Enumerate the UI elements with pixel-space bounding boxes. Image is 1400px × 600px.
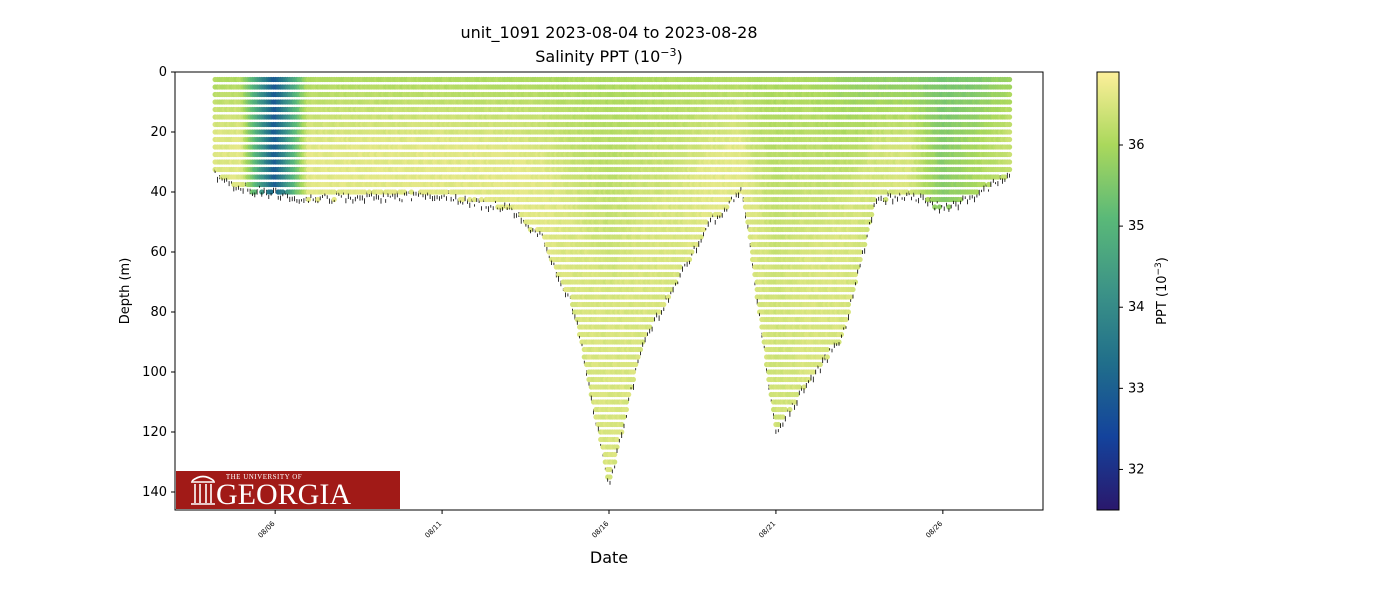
data-point [642, 331, 648, 338]
data-point [443, 189, 449, 195]
data-point [366, 189, 372, 195]
data-point [471, 196, 478, 203]
data-point [252, 189, 258, 195]
data-point [661, 294, 667, 300]
data-point [460, 196, 466, 203]
data-point [280, 189, 286, 195]
data-point [331, 189, 337, 195]
data-point [331, 196, 337, 203]
data-point [268, 189, 274, 195]
data-point [408, 189, 414, 195]
data-point [315, 196, 321, 203]
data-point [668, 286, 674, 293]
data-point [635, 354, 641, 360]
data-point [259, 189, 265, 195]
data-point [478, 196, 485, 203]
data-point [619, 421, 625, 428]
data-point [626, 391, 632, 398]
data-point [675, 271, 681, 278]
data-point [637, 346, 644, 353]
profile-cast [658, 76, 665, 315]
data-point [661, 301, 667, 308]
data-point [621, 414, 627, 420]
data-point [633, 361, 639, 368]
data-point [677, 264, 683, 270]
data-point [630, 376, 637, 383]
data-point [378, 189, 384, 195]
chart-subtitle: Salinity PPT (10−3) [535, 46, 683, 66]
plot-area [212, 76, 1013, 485]
data-point [607, 466, 613, 473]
data-point [362, 189, 368, 195]
data-point [623, 406, 630, 413]
profile-cast [570, 76, 576, 315]
data-point [614, 436, 620, 443]
data-point [607, 474, 613, 480]
chart-title: unit_1091 2023-08-04 to 2023-08-28 [460, 23, 757, 43]
data-point [630, 369, 637, 375]
data-point [656, 309, 662, 315]
data-point [305, 196, 312, 203]
data-point [649, 316, 655, 323]
data-point [240, 181, 246, 188]
data-point [623, 399, 630, 405]
data-point [467, 196, 473, 203]
profile-cast [584, 76, 590, 376]
data-point [612, 459, 618, 465]
data-point [612, 451, 618, 458]
profile-cast [523, 76, 529, 227]
